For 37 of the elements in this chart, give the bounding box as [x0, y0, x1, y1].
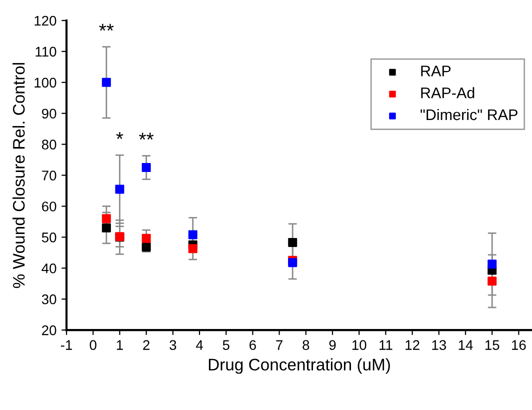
y-tick-label: 110 — [36, 46, 56, 57]
x-tick-label: 11 — [380, 340, 392, 350]
x-tick-label: 9 — [329, 340, 336, 350]
x-tick-label: 16 — [512, 340, 526, 350]
x-tick-label: 4 — [196, 340, 203, 350]
x-tick-label: 5 — [222, 340, 230, 350]
annotation: ** — [99, 24, 114, 31]
x-tick-label: 13 — [432, 340, 446, 350]
legend-label: "Dimeric" RAP — [420, 108, 518, 120]
x-tick-label: 14 — [458, 340, 473, 350]
x-tick-label: 3 — [170, 340, 176, 350]
y-tick-label: 50 — [42, 232, 56, 242]
x-tick-label: 12 — [406, 340, 420, 350]
legend-label: RAP-Ad — [421, 87, 474, 98]
annotation: ** — [139, 132, 154, 140]
y-tick-label: 120 — [34, 16, 56, 26]
x-tick-label: 2 — [143, 340, 150, 350]
x-tick-label: 1 — [116, 340, 123, 350]
y-tick-label: 80 — [42, 140, 56, 150]
x-tick-label: 10 — [352, 340, 366, 350]
x-tick-label: 7 — [276, 340, 282, 350]
x-tick-label: 8 — [302, 340, 310, 350]
y-axis-title: % Wound Closure Rel. Control — [12, 63, 25, 288]
y-tick-label: 90 — [42, 108, 56, 119]
x-tick-label: 6 — [250, 340, 256, 350]
y-tick-label: 40 — [42, 263, 56, 274]
y-tick-label: 60 — [42, 202, 56, 212]
y-tick-label: 20 — [42, 325, 56, 336]
legend-label: RAP — [421, 66, 451, 76]
y-tick-label: 30 — [42, 294, 56, 304]
x-tick-label: 15 — [485, 340, 500, 350]
x-tick-label: 0 — [90, 340, 96, 350]
annotation: * — [116, 132, 124, 140]
x-tick-label: -1 — [60, 340, 72, 350]
x-axis-title: Drug Concentration (uM) — [208, 358, 390, 374]
y-tick-label: 70 — [42, 170, 56, 180]
y-tick-label: 100 — [34, 78, 56, 88]
